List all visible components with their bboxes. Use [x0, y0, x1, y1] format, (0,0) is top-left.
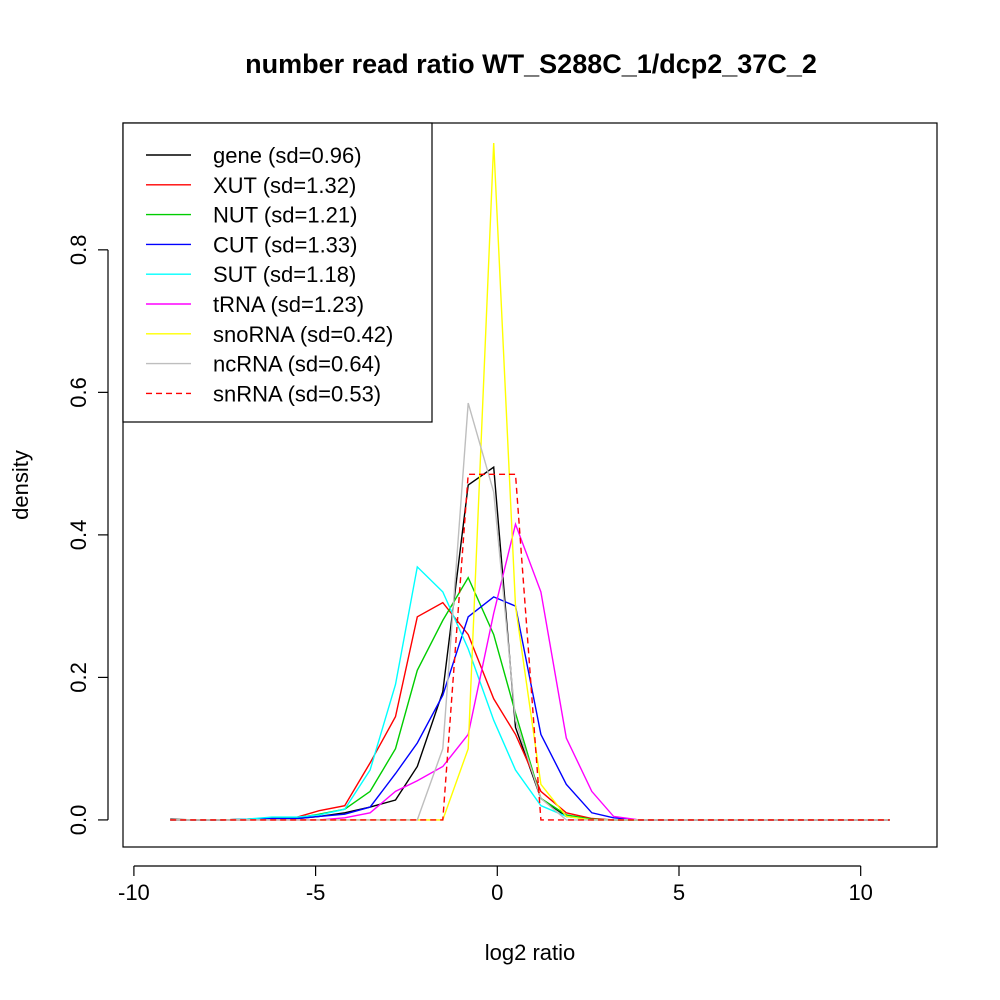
- legend-label-2: NUT (sd=1.21): [213, 203, 357, 228]
- y-tick-label: 0.8: [66, 235, 91, 266]
- y-tick-label: 0.2: [66, 662, 91, 693]
- legend: gene (sd=0.96) XUT (sd=1.32) NUT (sd=1.21)…: [122, 122, 433, 423]
- x-tick-label: 10: [848, 880, 872, 905]
- x-tick-label: -10: [118, 880, 150, 905]
- series-layer: [170, 142, 890, 821]
- legend-label-6: snoRNA (sd=0.42): [213, 322, 393, 347]
- series-line-6: [170, 142, 890, 821]
- legend-label-4: SUT (sd=1.18): [213, 262, 356, 287]
- chart-title: number read ratio WT_S288C_1/dcp2_37C_2: [245, 49, 817, 79]
- legend-label-3: CUT (sd=1.33): [213, 232, 357, 257]
- y-axis: 0.0 0.2 0.4 0.6 0.8: [66, 235, 109, 836]
- y-tick-label: 0.0: [66, 805, 91, 836]
- y-axis-label: density: [8, 450, 33, 520]
- series-line-3: [170, 596, 890, 821]
- series-line-2: [170, 576, 890, 821]
- plot-frame: [122, 122, 938, 848]
- x-tick-label: 5: [673, 880, 685, 905]
- series-line-5: [170, 521, 890, 821]
- series-line-4: [170, 565, 890, 821]
- series-line-8: [170, 473, 890, 821]
- series-line-7: [170, 402, 890, 821]
- legend-label-7: ncRNA (sd=0.64): [213, 352, 381, 377]
- legend-label-1: XUT (sd=1.32): [213, 173, 356, 198]
- legend-label-5: tRNA (sd=1.23): [213, 292, 364, 317]
- y-tick-label: 0.4: [66, 520, 91, 551]
- x-tick-label: 0: [491, 880, 503, 905]
- legend-label-0: gene (sd=0.96): [213, 143, 362, 168]
- legend-box: [122, 122, 433, 423]
- x-axis: -10 -5 0 5 10: [118, 865, 873, 905]
- legend-label-8: snRNA (sd=0.53): [213, 381, 381, 406]
- x-tick-label: -5: [306, 880, 326, 905]
- y-tick-label: 0.6: [66, 377, 91, 408]
- x-axis-label: log2 ratio: [485, 940, 576, 965]
